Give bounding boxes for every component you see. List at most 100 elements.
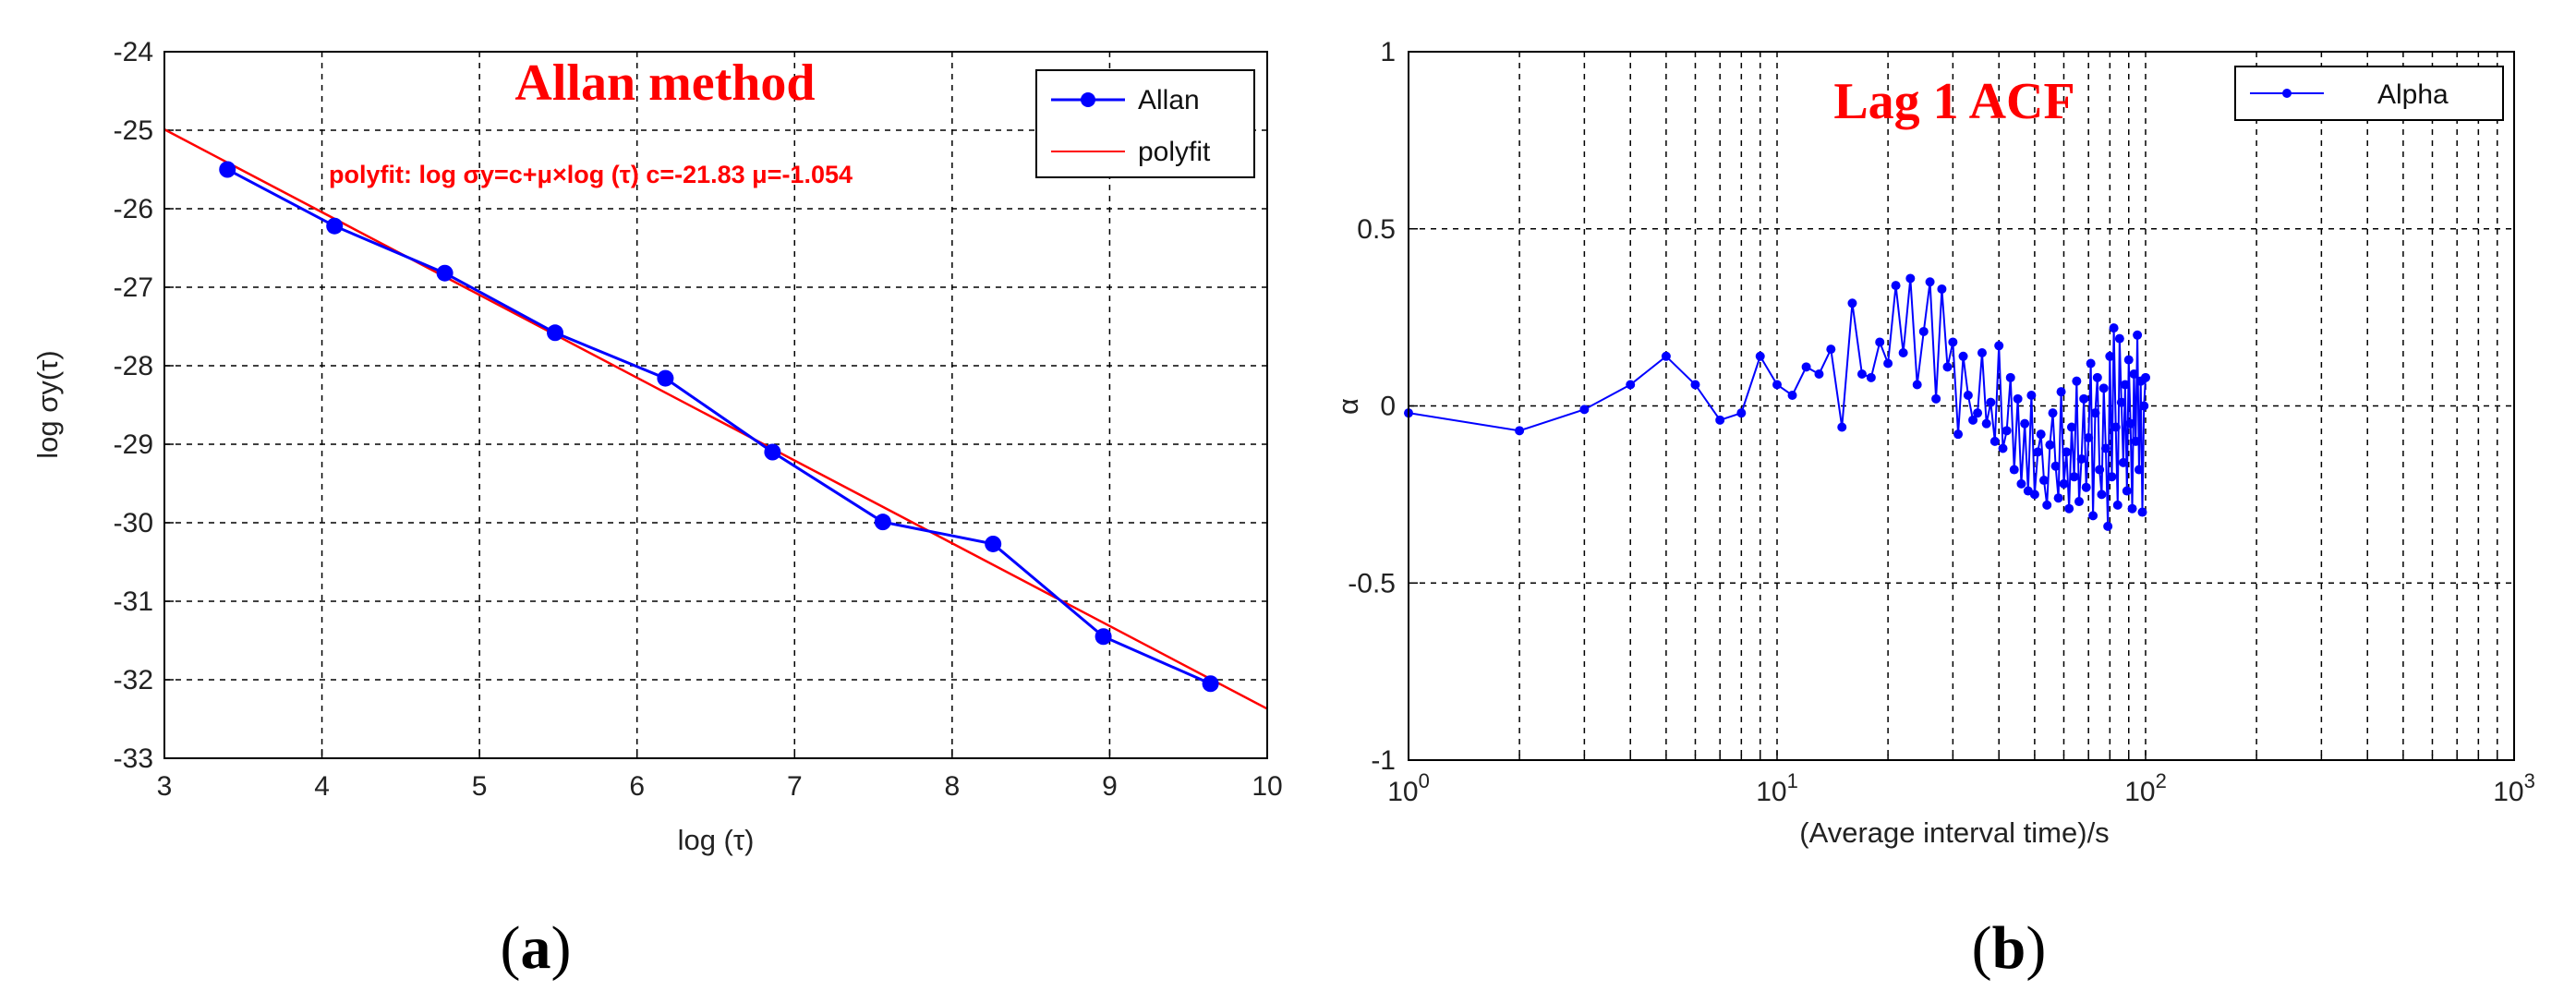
y-tick-label: -30 [114,508,153,538]
alpha-point [2112,500,2122,510]
alpha-point [2100,443,2110,453]
alpha-point [2098,383,2109,393]
alpha-point [1981,418,1991,429]
y-tick-label: -29 [114,429,153,460]
alpha-point [2109,323,2119,333]
x-axis-label-a: log (τ) [678,824,755,856]
series-a [163,128,1268,710]
alpha-point [1814,369,1824,379]
alpha-point [2118,457,2128,467]
alpha-point [2139,401,2149,411]
alpha-point [1772,380,1782,390]
allan-point [1202,675,1219,693]
y-tick-label: 0 [1380,392,1396,422]
plot-frame-a [163,51,1268,759]
alpha-point [2134,465,2144,475]
alpha-point [2005,372,2015,382]
y-tick-label: -26 [114,194,153,224]
alpha-point [1626,380,1636,390]
y-tick-label: -31 [114,586,153,617]
legend-b: Alpha [2234,66,2504,121]
y-tick-label: -28 [114,351,153,381]
alpha-point [1973,408,1983,418]
panel-a-allan-chart: 3 4 5 6 7 8 9 10-33-32-31-30-29-28-27-26-25-24 … [31,37,1283,856]
alpha-point [2066,422,2076,432]
y-tick-label: 0.5 [1357,214,1396,245]
x-tick-label: 7 [787,771,803,802]
alpha-point [2069,472,2079,482]
alpha-point [2016,478,2026,489]
plot-frame-b [1408,51,2515,761]
alpha-point [1937,284,1947,294]
alpha-point [2079,393,2089,404]
tick-labels-a: 3 4 5 6 7 8 9 10 -33 -32 -31 -30 -29 -28 -27 -26 -25 -24 [114,37,1283,802]
alpha-point [2103,521,2113,531]
alpha-point [1898,347,1908,357]
alpha-point [1515,426,1525,436]
alpha-point [1661,351,1671,361]
x-axis-label-b: (Average interval time)/s [1799,816,2109,849]
alpha-point [1875,337,1885,347]
alpha-point [2042,500,2052,510]
legend-label-alpha: Alpha [2377,79,2449,110]
y-axis-label-b: α [1332,398,1364,415]
x-tick-label: 103 [2493,769,2535,807]
alpha-point [1787,390,1797,400]
alpha-point [2090,408,2100,418]
alpha-point [1912,380,1922,390]
allan-point [1094,628,1112,646]
alpha-point [2033,447,2043,457]
alpha-point [1994,341,2004,351]
x-tick-label: 3 [157,771,173,802]
alpha-point [2125,418,2135,429]
alpha-point [2127,503,2137,514]
alpha-point [2026,390,2037,400]
alpha-point [1801,362,1811,372]
y-tick-label: -33 [114,743,153,774]
alpha-point [2062,447,2072,457]
alpha-point [2097,489,2107,500]
fit-annotation-a: polyfit: log σy=c+μ×log (τ) c=-21.83 μ=-… [329,161,853,188]
plot-area-b [1409,52,2514,760]
x-tick-label: 102 [2124,769,2167,807]
alpha-point [2123,355,2134,365]
y-tick-label: -1 [1371,745,1396,776]
y-tick-label: 1 [1380,37,1396,67]
alpha-point [1963,390,1973,400]
alpha-point [2110,422,2121,432]
x-tick-label: 9 [1102,771,1118,802]
alpha-point [1755,351,1765,361]
alpha-point [2002,426,2012,436]
alpha-point [1579,405,1590,415]
series-b [1404,273,2150,531]
alpha-point [1942,362,1953,372]
alpha-point [1986,397,1996,407]
alpha-point [1883,358,1893,369]
alpha-point [1905,273,1916,284]
alpha-point [2120,380,2130,390]
alpha-point [2137,507,2147,517]
allan-point [764,443,781,461]
alpha-point [2081,482,2091,492]
x-tick-label: 10 [1252,771,1282,802]
alpha-point [1931,393,1941,404]
alpha-point [2133,330,2143,340]
alpha-point [2064,503,2074,514]
chart-title-b: Lag 1 ACF [1833,73,2074,130]
alpha-point [2013,393,2023,404]
alpha-point [2141,372,2150,382]
alpha-point [1989,436,2000,446]
panel-b-acf-chart: 100 101 102 103 -1 -0.5 0 0.5 1 Lag 1 ACF (Avera… [1332,37,2535,849]
alpha-point [2114,333,2124,344]
alpha-point [1918,326,1929,336]
alpha-point [1977,347,1987,357]
alpha-point [2056,387,2066,397]
legend-box-a [1035,69,1255,178]
alpha-point [2131,436,2141,446]
y-tick-label: -32 [114,665,153,695]
alpha-point [1958,351,1968,361]
x-tick-label: 101 [1756,769,1798,807]
polyfit-line [163,128,1268,710]
alpha-point [2059,478,2069,489]
